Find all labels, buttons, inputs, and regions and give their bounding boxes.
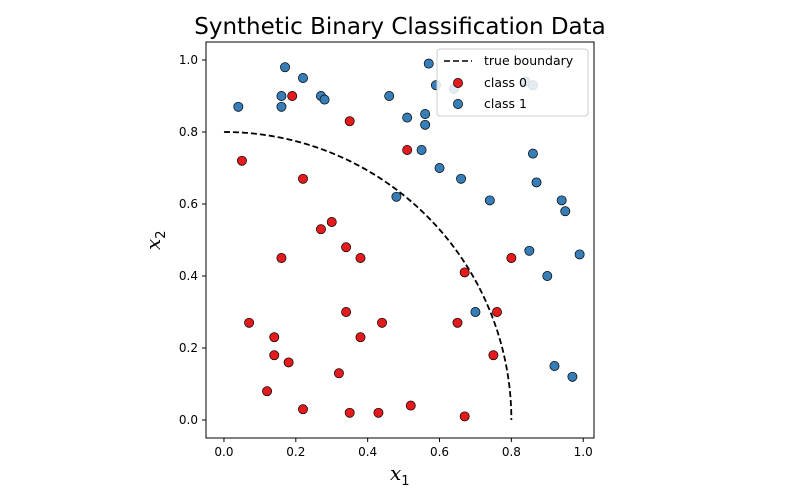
class-0-point <box>459 267 470 278</box>
x-tick-label: 0.8 <box>502 445 521 459</box>
boundary-layer <box>223 131 513 421</box>
class-0-point <box>492 307 502 317</box>
class-0-point <box>276 253 287 263</box>
class-1-point <box>233 101 244 112</box>
class-1-point <box>456 173 467 184</box>
class-1-point <box>402 112 413 123</box>
class-1-point <box>527 148 538 159</box>
class-1-point <box>420 119 431 130</box>
y-axis-label: x2 <box>141 230 169 250</box>
legend: true boundary class 0 class 1 <box>436 48 589 117</box>
class-1-point <box>420 109 431 119</box>
legend-class-1-label: class 1 <box>484 96 527 111</box>
class-0-point <box>341 307 352 317</box>
legend-item-class-0: class 0 <box>453 75 527 90</box>
class-1-point <box>556 195 567 206</box>
class-0-point <box>459 411 470 422</box>
x-tick-label: 1.0 <box>574 445 593 459</box>
class-1-point <box>298 73 308 83</box>
class-1-point <box>531 177 542 188</box>
class-1-point <box>391 191 402 202</box>
class-1-point <box>542 271 553 281</box>
class-0-point <box>344 116 355 127</box>
class-0-point <box>244 317 255 328</box>
x-axis-label: x1 <box>390 461 410 489</box>
y-tick-label: 0.0 <box>179 413 198 427</box>
class-0-point <box>316 224 326 235</box>
class-0-point <box>287 91 298 101</box>
class-0-point <box>269 350 280 361</box>
y-tick-label: 0.2 <box>179 341 198 355</box>
y-axis-label-main: x <box>141 239 165 250</box>
class-0-point <box>402 145 413 155</box>
class-1-point <box>384 91 395 101</box>
class-1-point <box>423 58 434 69</box>
class-0-point <box>283 357 294 368</box>
x-tick-label: 0.4 <box>358 445 377 459</box>
class-1-point <box>280 62 290 73</box>
y-tick-label: 0.6 <box>179 197 198 211</box>
class-0-point <box>373 407 384 418</box>
true-boundary-curve <box>223 131 513 421</box>
class-1-point <box>276 91 287 101</box>
class-1-point <box>484 195 495 206</box>
class-0-point <box>405 400 416 411</box>
class-0-point <box>377 317 387 328</box>
legend-boundary-label: true boundary <box>484 53 574 68</box>
class-0-point <box>355 332 366 343</box>
class-0-point <box>326 217 337 227</box>
x-tick-label: 0.0 <box>214 445 233 459</box>
class-1-point <box>434 163 445 173</box>
class-1-point <box>560 206 571 217</box>
legend-class-0-label: class 0 <box>484 75 527 90</box>
class-1-point <box>574 249 585 260</box>
class-0-point <box>344 407 355 418</box>
class-0-point <box>269 332 280 343</box>
class-0-point <box>506 253 517 263</box>
class-1-point <box>470 307 481 317</box>
legend-class-0-swatch <box>453 78 463 88</box>
y-axis-ticks: 0.0 0.2 0.4 0.6 0.8 1.0 <box>179 53 206 427</box>
chart-title: Synthetic Binary Classification Data <box>194 14 606 40</box>
class-0-point <box>298 404 308 415</box>
x-tick-label: 0.6 <box>430 445 449 459</box>
y-axis-label-subscript: 2 <box>154 230 169 238</box>
class-0-point <box>452 317 463 328</box>
x-axis-label-main: x <box>390 461 401 485</box>
legend-box <box>436 48 589 117</box>
class-0-point <box>355 253 366 263</box>
class-1-point <box>524 245 535 256</box>
class-1-point <box>276 101 287 112</box>
class-1-point <box>549 361 560 371</box>
class-0-point <box>262 386 273 397</box>
legend-class-1-swatch <box>453 99 463 109</box>
legend-item-class-1: class 1 <box>453 96 527 111</box>
class-0-point <box>488 350 499 361</box>
class-1-point <box>319 94 330 105</box>
x-axis-ticks: 0.0 0.2 0.4 0.6 0.8 1.0 <box>214 438 593 459</box>
legend-item-boundary: true boundary <box>444 53 574 68</box>
class-1-point <box>416 145 427 155</box>
class-0-point <box>236 155 247 166</box>
y-tick-label: 0.8 <box>179 125 198 139</box>
class-1-point <box>567 371 578 382</box>
class-0-point <box>341 242 352 253</box>
class-0-point <box>298 173 308 184</box>
x-axis-label-subscript: 1 <box>401 474 409 489</box>
y-tick-label: 0.4 <box>179 269 198 283</box>
x-tick-label: 0.2 <box>286 445 305 459</box>
class-0-point <box>333 368 344 379</box>
y-tick-label: 1.0 <box>179 53 198 67</box>
